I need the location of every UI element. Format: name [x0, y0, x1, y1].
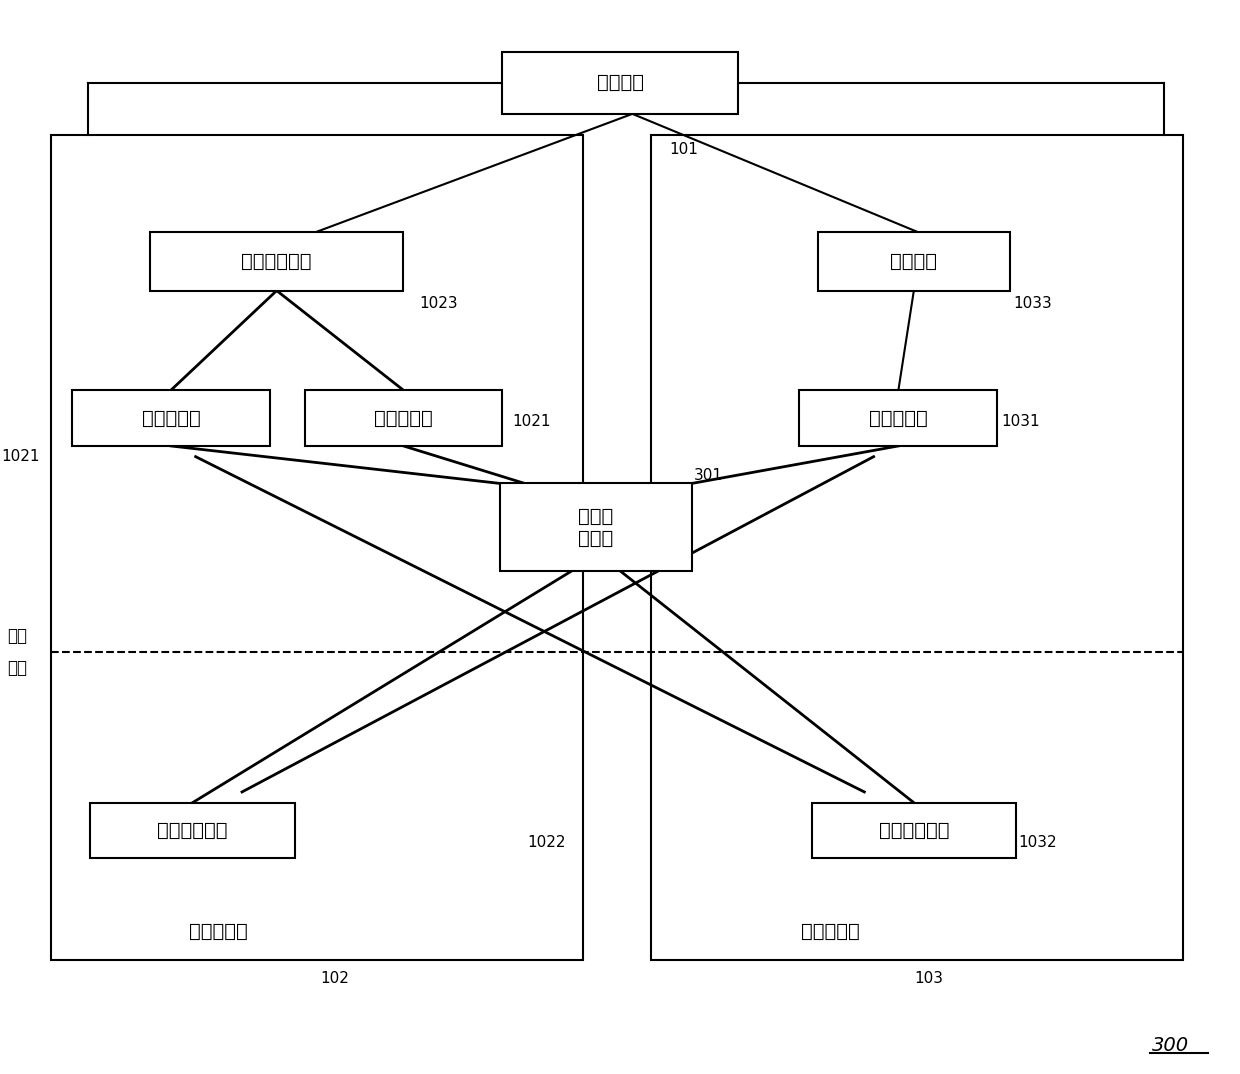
- FancyBboxPatch shape: [800, 390, 997, 446]
- Text: 300: 300: [1152, 1036, 1189, 1056]
- FancyBboxPatch shape: [51, 135, 583, 960]
- Text: 103: 103: [914, 971, 944, 986]
- Text: 第一内存表: 第一内存表: [374, 408, 433, 427]
- Text: 内存: 内存: [7, 626, 27, 644]
- FancyBboxPatch shape: [500, 483, 692, 571]
- Text: 队列模块: 队列模块: [890, 251, 937, 271]
- FancyBboxPatch shape: [502, 52, 738, 114]
- Text: 1021: 1021: [512, 413, 551, 429]
- Text: 1023: 1023: [419, 296, 459, 311]
- FancyBboxPatch shape: [818, 232, 1009, 291]
- Text: 硬盘: 硬盘: [7, 658, 27, 677]
- Text: 分发模块: 分发模块: [596, 73, 644, 92]
- Text: 文件管
理模块: 文件管 理模块: [578, 507, 614, 548]
- Text: 1032: 1032: [1018, 834, 1056, 850]
- FancyBboxPatch shape: [305, 390, 502, 446]
- FancyBboxPatch shape: [150, 232, 403, 291]
- Text: 快速选择模块: 快速选择模块: [242, 251, 312, 271]
- FancyBboxPatch shape: [812, 802, 1016, 858]
- Text: 1022: 1022: [527, 834, 565, 850]
- Text: 1021: 1021: [1, 449, 40, 464]
- FancyBboxPatch shape: [91, 802, 295, 858]
- Text: 第二副本文件: 第二副本文件: [879, 821, 949, 840]
- Text: 102: 102: [321, 971, 350, 986]
- FancyBboxPatch shape: [651, 135, 1183, 960]
- Text: 第一内存表: 第一内存表: [141, 408, 201, 427]
- Text: 301: 301: [694, 468, 723, 483]
- Text: 从副本空间: 从副本空间: [801, 921, 859, 941]
- Text: 1033: 1033: [1013, 296, 1053, 311]
- Text: 第一副本文件: 第一副本文件: [157, 821, 228, 840]
- Text: 1031: 1031: [1001, 413, 1039, 429]
- FancyBboxPatch shape: [72, 390, 270, 446]
- Text: 第二内存表: 第二内存表: [869, 408, 928, 427]
- Text: 主副本空间: 主副本空间: [188, 921, 247, 941]
- Text: 101: 101: [670, 142, 698, 157]
